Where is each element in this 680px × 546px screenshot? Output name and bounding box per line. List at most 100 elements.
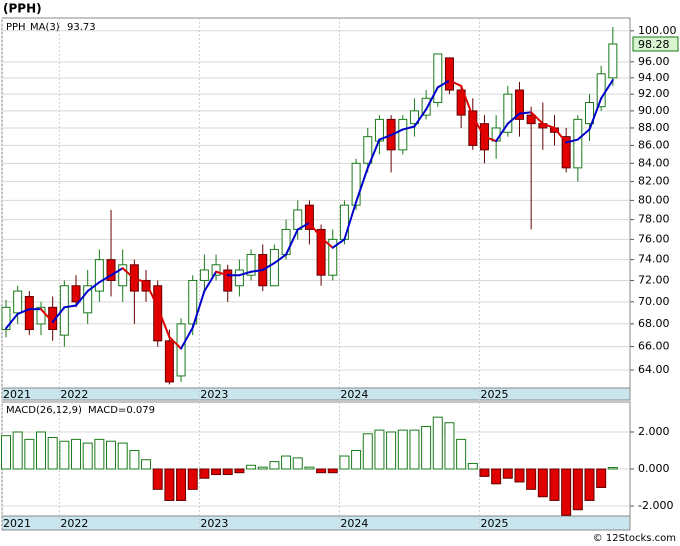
macd-bar (281, 455, 292, 470)
macd-bar (362, 433, 373, 470)
candle-body (421, 97, 431, 116)
legend-ma-value: 93.73 (67, 22, 96, 33)
macd-bar (117, 442, 128, 470)
x-tick-label: 2024 (340, 517, 368, 530)
macd-bar (584, 468, 595, 501)
candle-body (71, 285, 81, 303)
macd-bar (141, 459, 152, 470)
ma-line (530, 111, 544, 125)
macd-bar (456, 438, 467, 470)
ma-line (460, 84, 474, 118)
ma-line (250, 268, 264, 273)
ma-line (296, 221, 311, 231)
macd-bar (467, 462, 478, 470)
y-tick-label: 82.00 (638, 175, 670, 188)
y-tick-label: 78.00 (638, 213, 670, 226)
macd-bar (199, 468, 210, 479)
y-tick-label: 80.00 (638, 193, 670, 206)
legend-ma: MA(3) (30, 22, 60, 33)
ma-line (506, 112, 521, 125)
ma-line (320, 236, 334, 249)
macd-bar (24, 438, 35, 470)
candle-body (223, 269, 233, 292)
macd-bar (222, 468, 233, 476)
candle-body (503, 93, 513, 133)
y-tick-label: 84.00 (638, 156, 670, 169)
candle-body (176, 323, 186, 377)
candle-body (293, 209, 303, 230)
date-strip (1, 515, 631, 531)
chart-title: (PPH) (3, 2, 42, 16)
candle-body (13, 290, 23, 314)
y-tick-label: 74.00 (638, 253, 670, 266)
ma-line (413, 108, 428, 128)
ma-line (145, 281, 159, 309)
last-price-box (632, 36, 679, 52)
ma-line (75, 290, 89, 307)
ma-line (448, 79, 463, 87)
candle-body (526, 114, 536, 125)
y-tick-label: 66.00 (638, 340, 670, 353)
macd-bar (549, 468, 560, 501)
ma-line (40, 308, 54, 324)
ma-line (133, 277, 148, 284)
candle-body (573, 118, 583, 169)
y-tick-label: 68.00 (638, 317, 670, 330)
ma-line (541, 122, 556, 129)
y-tick-label: -2.000 (638, 499, 673, 512)
macd-bar (526, 468, 537, 490)
macd-bar (304, 466, 315, 470)
macd-bar (561, 468, 572, 516)
candle-body (514, 89, 524, 120)
macd-bar (176, 468, 187, 501)
candle-body (456, 89, 466, 116)
ma-line (238, 270, 253, 277)
ma-line (436, 79, 451, 89)
ma-line (5, 312, 19, 330)
ma-line (261, 262, 276, 271)
y-tick-label: 100.00 (638, 24, 677, 37)
candle-body (409, 110, 419, 125)
ma-line (285, 228, 299, 256)
macd-bar (607, 467, 618, 470)
ma-line (390, 128, 404, 137)
macd-bar (502, 468, 513, 479)
ma-line (366, 138, 381, 169)
y-tick-label: 2.000 (638, 425, 670, 438)
y-tick-label: 0.000 (638, 462, 670, 475)
ma-line (156, 306, 171, 339)
macd-bar (164, 468, 175, 501)
candle-body (153, 285, 163, 342)
ma-line (378, 134, 393, 141)
ma-line (215, 270, 229, 277)
y-tick-label: 76.00 (638, 232, 670, 245)
x-tick-label: 2025 (480, 517, 508, 530)
ma-line (553, 126, 568, 144)
x-tick-label: 2021 (3, 517, 31, 530)
candle-body (199, 269, 209, 281)
y-tick-label: 64.00 (638, 363, 670, 376)
legend-series: PPH (6, 22, 26, 33)
ma-line (483, 135, 498, 143)
ma-line (121, 267, 136, 280)
candle-body (585, 101, 594, 125)
candle-body (59, 285, 69, 336)
macd-bar (129, 449, 140, 470)
date-strip (1, 387, 631, 401)
macd-bar (292, 457, 303, 470)
macd-value: MACD=0.079 (88, 405, 155, 416)
ma-line (180, 326, 194, 350)
candle-body (246, 254, 256, 276)
panel (1, 17, 631, 389)
ma-line (343, 201, 358, 241)
candle-body (596, 73, 606, 108)
macd-bar (257, 466, 268, 470)
candle-body (106, 259, 116, 281)
macd-bar (537, 468, 548, 498)
ma-line (576, 128, 591, 141)
candle-body (36, 306, 46, 325)
x-tick-label: 2023 (200, 517, 228, 530)
macd-bar (397, 429, 408, 470)
